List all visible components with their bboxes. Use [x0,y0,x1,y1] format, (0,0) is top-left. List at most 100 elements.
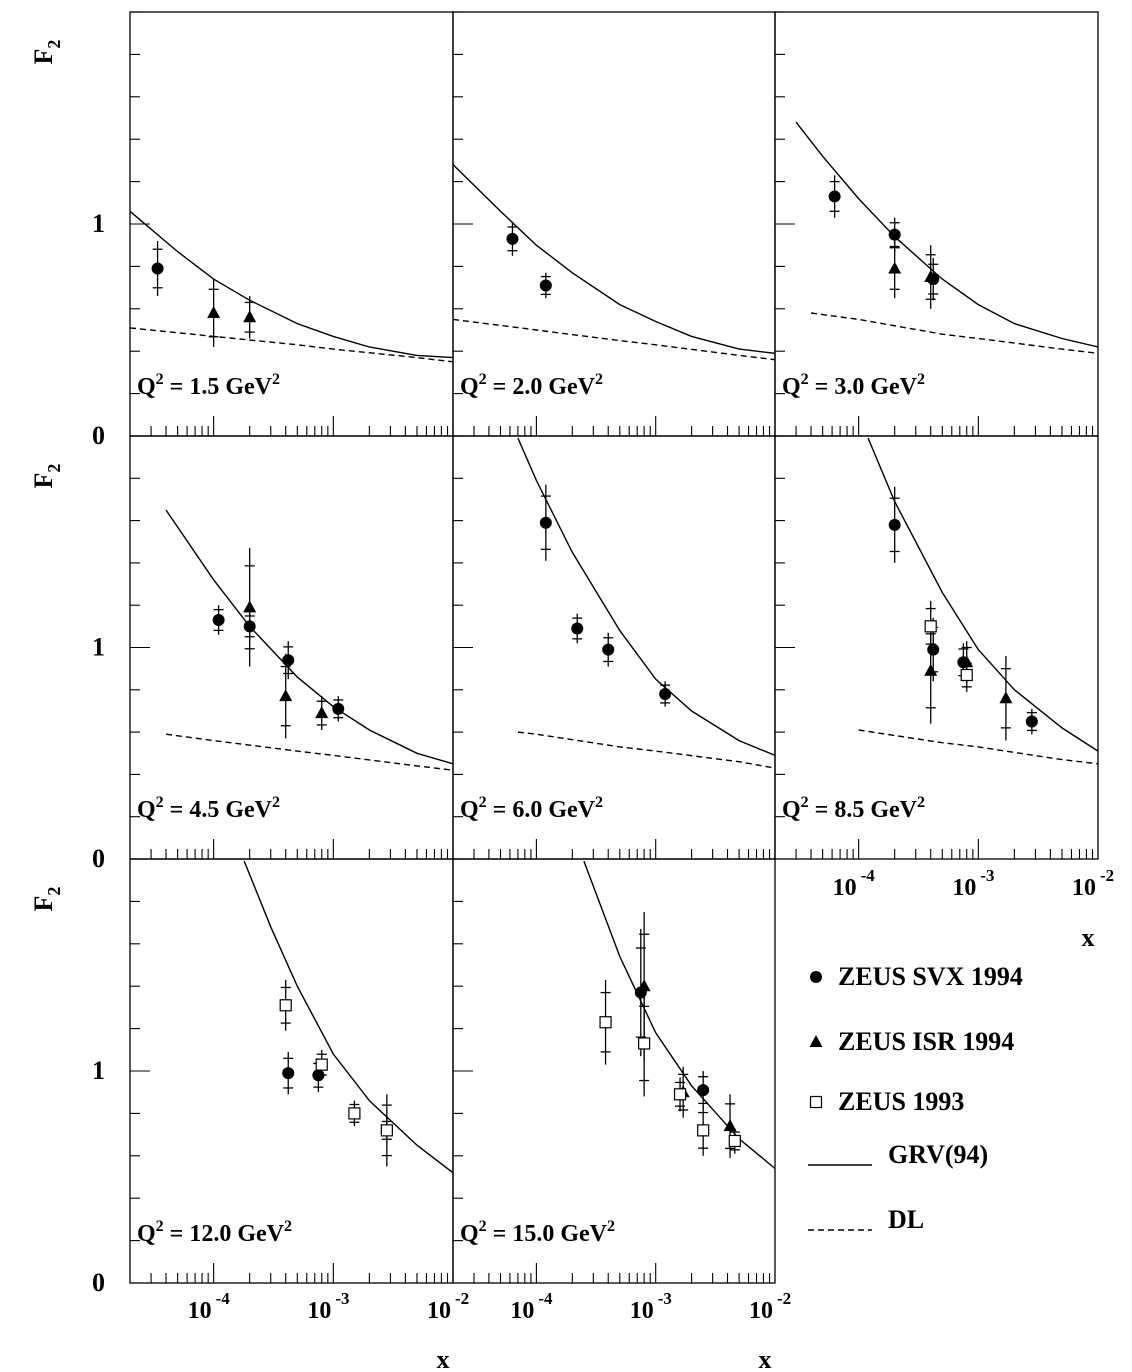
xtick-exponent: -2 [455,1289,469,1308]
svx-marker [282,1067,295,1080]
ytick-label: 1 [92,633,105,662]
svx-marker [212,614,225,627]
xtick-exponent: -2 [777,1289,791,1308]
svx1994-point [828,175,841,218]
zeus1993-point [380,1094,393,1167]
isr-marker [637,979,651,992]
xtick-exponent: -3 [658,1289,672,1308]
xtick-label: 10 [749,1298,773,1324]
q2-label: Q2 = 3.0 GeV2 [782,371,925,400]
svx-marker [539,516,552,529]
y-axis-label: F2 [29,464,64,489]
svx1994-point [282,1051,295,1095]
xtick-exponent: -3 [335,1289,349,1308]
zeus1993-point [279,979,292,1031]
isr-marker [924,270,938,282]
zeus1993-marker [315,1058,328,1071]
zeus1993-marker [924,620,937,633]
isr-marker [243,310,257,323]
grv-curve [583,860,775,1170]
zeus1993-marker [380,1124,393,1137]
xtick-exponent: -4 [538,1289,553,1308]
xtick-label: 10 [188,1298,212,1324]
grv-curve [867,437,1098,752]
ytick-label: 1 [92,209,105,238]
svx-marker [602,643,615,656]
isr1994-point [243,296,257,339]
panel-q2-6.0: Q2 = 6.0 GeV2 [452,435,776,860]
q2-label: Q2 = 12.0 GeV2 [137,1218,292,1247]
zeus1993-point [638,990,651,1097]
panel-frame [452,11,776,437]
x-axis-label: x [1082,923,1095,952]
dl-curve [517,731,775,769]
zeus1993-point [315,1049,328,1080]
svx-marker [539,279,552,292]
q2-label: Q2 = 2.0 GeV2 [460,371,603,400]
isr-marker [809,1035,823,1047]
panels-layer: Q2 = 1.5 GeV2 Q2 = 2.0 GeV2 Q2 = 3.0 GeV2 Q… [129,11,1099,1284]
isr1994-point [888,238,902,299]
svx1994-point [506,221,519,256]
curves [243,860,453,1174]
legend-label: GRV(94) [888,1140,988,1169]
isr-marker [924,663,938,676]
dl-curve [810,312,1098,354]
svx-marker [659,688,672,701]
svx-marker [332,702,345,715]
xtick-exponent: -4 [216,1289,231,1308]
legend-label: DL [888,1205,924,1234]
grv-curve [130,210,453,359]
xtick-exponent: -4 [861,866,876,885]
svx-marker [927,643,940,656]
curves [165,509,453,771]
curves [795,121,1098,354]
y-axis-label: F2 [29,40,64,65]
zeus1993-marker [673,1088,687,1101]
isr1994-point [315,696,329,730]
xtick-label: 10 [630,1298,654,1324]
panel-q2-12.0: Q2 = 12.0 GeV2 [129,858,454,1284]
ytick-label: 0 [92,421,105,450]
svx-marker [828,190,841,203]
svx1994-point [697,1071,710,1110]
x-axis-label: x [437,1345,450,1372]
isr-marker [207,306,221,319]
svx-marker [151,262,164,275]
dl-curve [165,733,453,771]
q2-label: Q2 = 15.0 GeV2 [460,1218,615,1247]
curves [583,860,775,1170]
panel-q2-2.0: Q2 = 2.0 GeV2 [452,11,776,437]
dl-curve [453,318,775,361]
svx-marker [810,971,822,983]
zeus1993-point [728,1128,741,1154]
isr1994-point [279,653,293,739]
grv-curve [795,121,1098,348]
xtick-label: 10 [1072,875,1096,901]
svx-marker [282,654,295,667]
isr-marker [279,689,293,702]
svx1994-point [602,632,615,667]
isr-marker [888,261,902,274]
svx1994-point [1025,708,1038,735]
zeus1993-marker [809,1095,823,1109]
grv-curve [243,860,453,1174]
xtick-exponent: -3 [980,866,994,885]
zeus1993-point [673,1077,687,1112]
xtick-label: 10 [510,1298,534,1324]
curves [453,164,775,361]
isr1994-point [999,655,1013,741]
svx-marker [506,232,519,245]
zeus1993-marker [638,1037,651,1050]
legend-item-isr1994: ZEUS ISR 1994 [809,1027,1014,1056]
x-axis-label: x [759,1345,772,1372]
zeus1993-point [599,979,612,1065]
isr1994-point [243,548,257,667]
q2-label: Q2 = 6.0 GeV2 [460,794,603,823]
zeus1993-point [348,1100,361,1127]
panel-q2-1.5: Q2 = 1.5 GeV2 [129,11,454,437]
zeus1993-point [960,658,973,692]
svx-marker [888,518,901,531]
